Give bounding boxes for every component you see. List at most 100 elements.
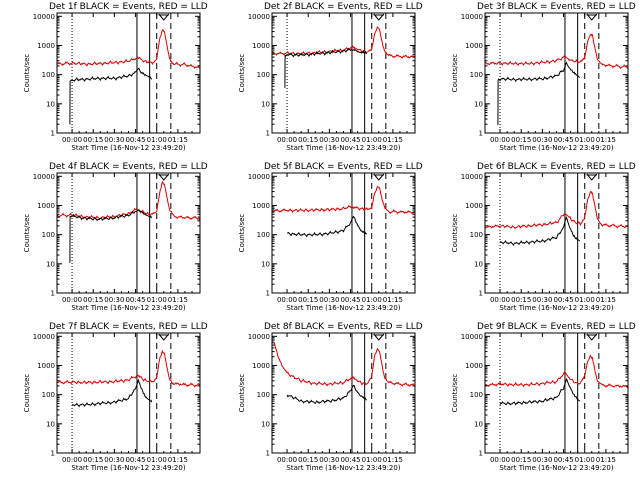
peak-marker: [158, 333, 170, 341]
y-tick-label: 10: [261, 100, 270, 108]
y-tick-label: 1000: [465, 202, 483, 210]
x-tick-label: 01:00: [362, 296, 382, 304]
x-tick-label: 00:45: [125, 456, 145, 464]
peak-marker: [373, 333, 385, 341]
x-tick-label: 01:15: [596, 456, 616, 464]
x-tick-label: 01:00: [362, 456, 382, 464]
x-tick-label: 01:00: [147, 456, 167, 464]
x-tick-label: 00:00: [277, 136, 297, 144]
series-events-line: [497, 61, 581, 125]
panel-title: Det 4f BLACK = Events, RED = LLD: [49, 162, 208, 172]
x-tick-label: 01:15: [383, 296, 403, 304]
y-axis-label: Counts/sec: [238, 54, 246, 93]
x-tick-label: 00:30: [104, 456, 124, 464]
x-tick-label: 00:30: [319, 296, 339, 304]
y-tick-label: 1000: [252, 42, 270, 50]
panel-title: Det 8f BLACK = Events, RED = LLD: [264, 322, 423, 332]
x-tick-label: 00:15: [83, 136, 103, 144]
x-tick-label: 00:30: [532, 456, 552, 464]
series-lld-line: [485, 354, 628, 389]
x-tick-label: 00:45: [125, 296, 145, 304]
y-tick-label: 10: [261, 260, 270, 268]
y-tick-label: 1: [479, 290, 483, 298]
x-tick-label: 00:15: [83, 296, 103, 304]
x-tick-label: 01:15: [596, 296, 616, 304]
series-lld-line: [272, 185, 415, 215]
y-tick-label: 100: [42, 71, 55, 79]
x-tick-label: 00:30: [104, 296, 124, 304]
x-tick-label: 00:00: [277, 456, 297, 464]
y-tick-label: 10: [474, 100, 483, 108]
series-events-line: [499, 377, 581, 406]
y-tick-label: 10000: [33, 333, 55, 341]
x-tick-label: 00:45: [340, 136, 360, 144]
y-tick-label: 1: [479, 130, 483, 138]
y-axis-label: Counts/sec: [451, 54, 459, 93]
x-axis-label: Start Time (16-Nov-12 23:49:20): [71, 304, 185, 312]
y-tick-label: 10: [46, 100, 55, 108]
x-tick-label: 01:00: [362, 136, 382, 144]
y-tick-label: 100: [257, 231, 270, 239]
y-tick-label: 100: [470, 71, 483, 79]
y-tick-label: 10: [46, 260, 55, 268]
x-tick-label: 01:15: [596, 136, 616, 144]
x-tick-label: 00:30: [104, 136, 124, 144]
x-tick-label: 01:15: [168, 456, 188, 464]
panel-title: Det 2f BLACK = Events, RED = LLD: [264, 2, 423, 12]
x-tick-label: 00:00: [62, 296, 82, 304]
y-tick-label: 10000: [461, 173, 483, 181]
panel-det-2: Det 2f BLACK = Events, RED = LLD 00:00 00:…: [238, 2, 423, 152]
x-tick-label: 00:00: [490, 456, 510, 464]
y-tick-label: 100: [470, 391, 483, 399]
series-events-line: [69, 209, 153, 263]
x-tick-label: 01:15: [383, 136, 403, 144]
y-tick-label: 1000: [37, 362, 55, 370]
y-tick-label: 10000: [33, 173, 55, 181]
x-axis-label: Start Time (16-Nov-12 23:49:20): [286, 304, 400, 312]
series-lld-line: [485, 33, 628, 70]
x-tick-label: 01:00: [575, 136, 595, 144]
y-tick-label: 1: [266, 130, 270, 138]
y-tick-label: 1: [479, 450, 483, 458]
y-tick-label: 10000: [248, 13, 270, 21]
series-events-line: [69, 67, 153, 125]
peak-marker: [158, 13, 170, 21]
y-tick-label: 1: [266, 450, 270, 458]
y-tick-label: 100: [257, 391, 270, 399]
series-events-line: [286, 384, 367, 405]
y-tick-label: 100: [42, 391, 55, 399]
y-tick-label: 10000: [248, 333, 270, 341]
peak-marker: [158, 173, 170, 181]
peak-marker: [373, 13, 385, 21]
x-tick-label: 01:00: [147, 296, 167, 304]
series-events-line: [284, 47, 368, 88]
y-tick-label: 10000: [461, 13, 483, 21]
series-events-line: [71, 378, 153, 408]
y-tick-label: 100: [257, 71, 270, 79]
x-tick-label: 01:15: [168, 296, 188, 304]
x-tick-label: 00:00: [490, 136, 510, 144]
y-axis-label: Counts/sec: [238, 214, 246, 253]
x-tick-label: 01:00: [575, 296, 595, 304]
x-tick-label: 01:15: [168, 136, 188, 144]
y-tick-label: 10000: [248, 173, 270, 181]
x-tick-label: 00:15: [511, 136, 531, 144]
y-tick-label: 1: [51, 450, 55, 458]
x-axis-label: Start Time (16-Nov-12 23:49:20): [499, 304, 613, 312]
x-tick-label: 01:15: [383, 456, 403, 464]
y-tick-label: 10: [474, 420, 483, 428]
x-tick-label: 00:45: [125, 136, 145, 144]
y-tick-label: 10: [474, 260, 483, 268]
x-tick-label: 00:00: [490, 296, 510, 304]
y-tick-label: 1000: [252, 202, 270, 210]
y-tick-label: 1000: [252, 362, 270, 370]
x-tick-label: 00:45: [553, 136, 573, 144]
x-tick-label: 00:45: [340, 296, 360, 304]
